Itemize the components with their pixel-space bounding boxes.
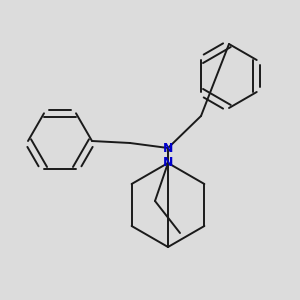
Text: N: N [163,142,173,154]
Text: N: N [163,157,173,169]
